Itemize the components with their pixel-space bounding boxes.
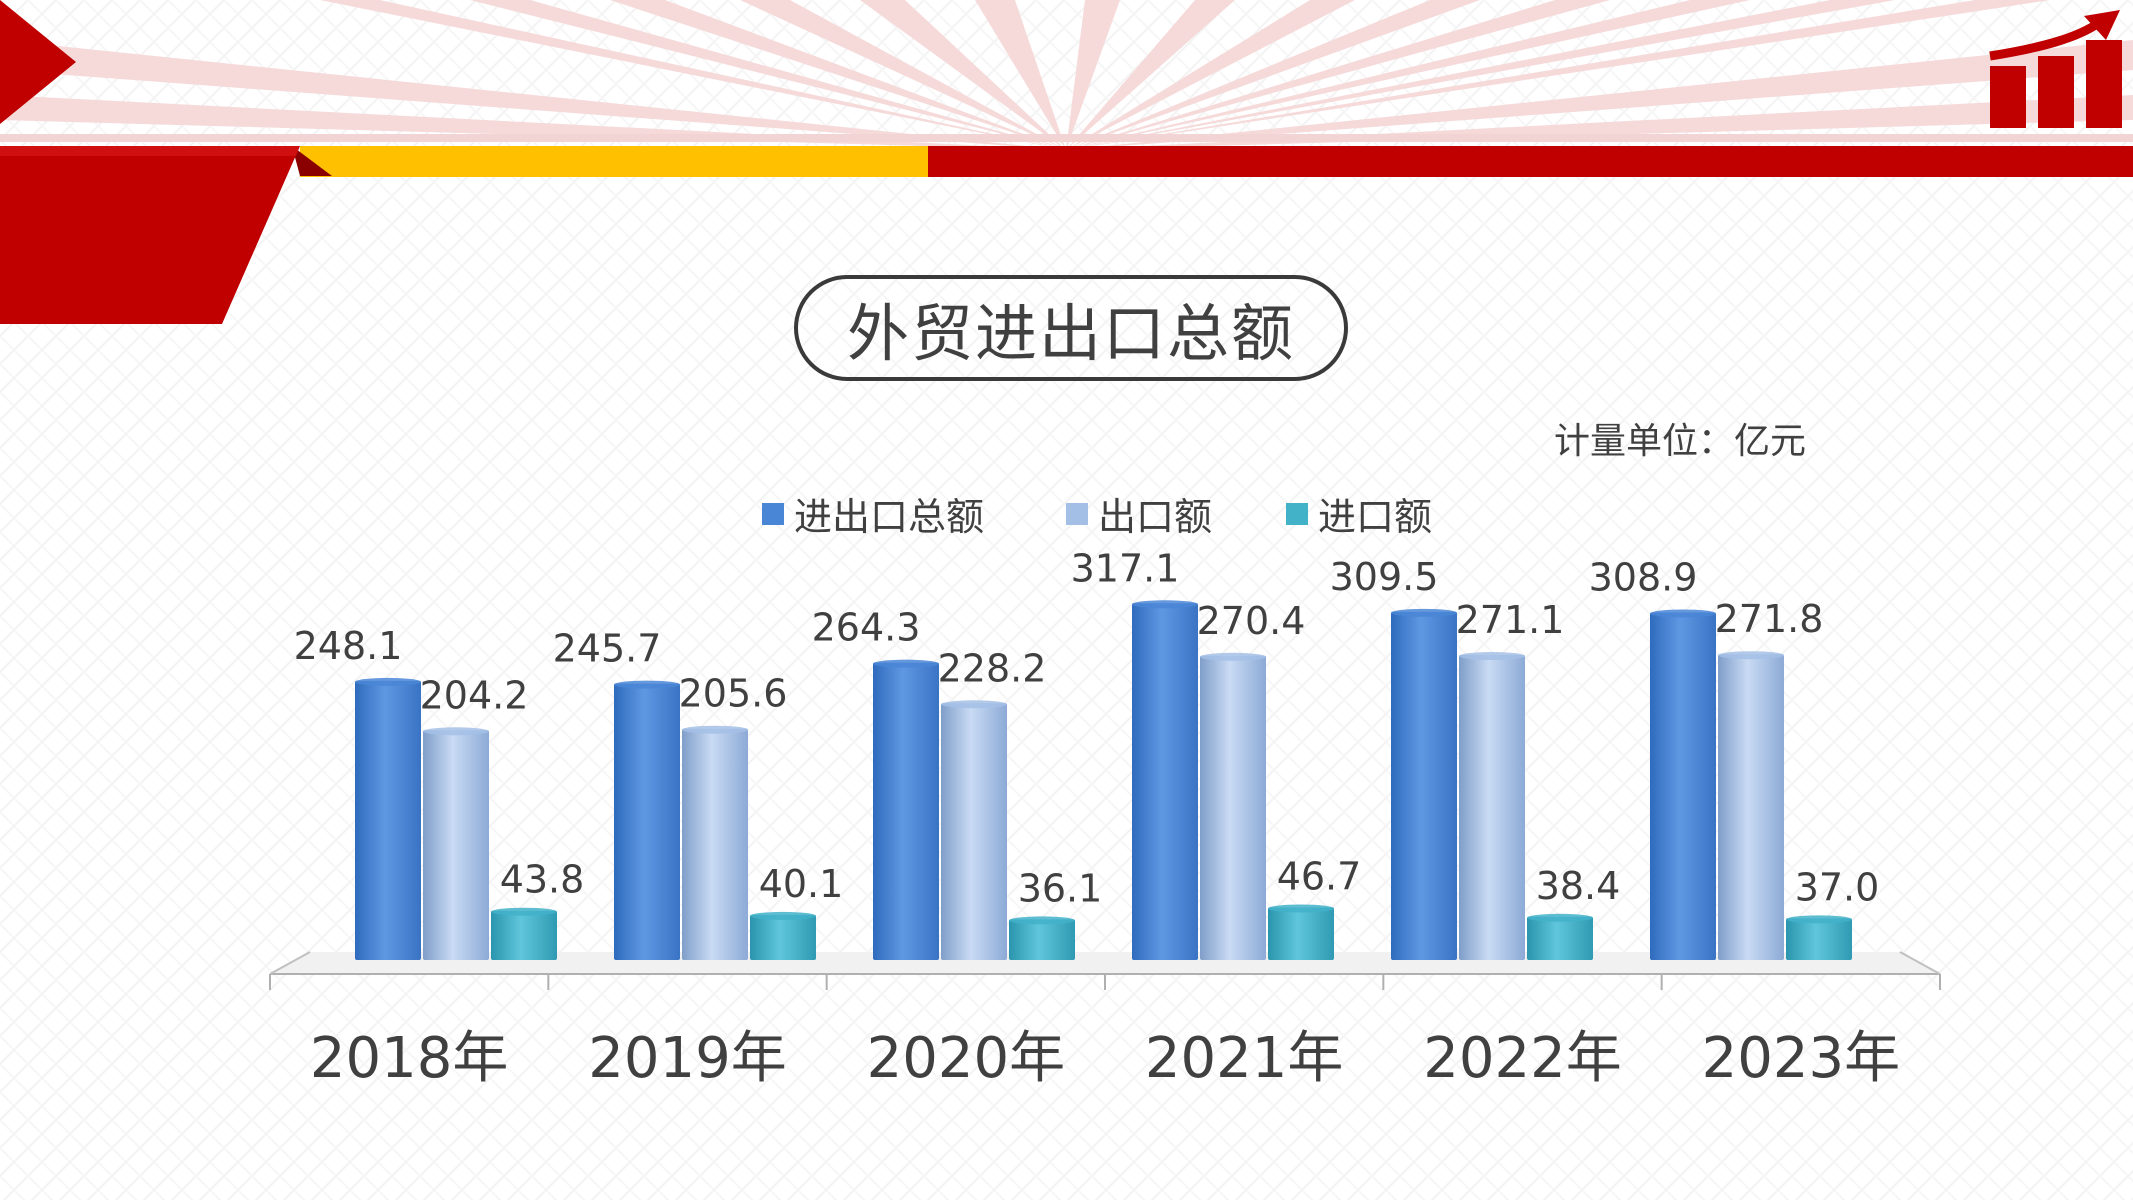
chart-legend: 进出口总额 出口额 进口额	[0, 486, 2133, 539]
data-label-total-2021年: 317.1	[1071, 546, 1180, 590]
legend-item-export: 出口额	[1066, 486, 1212, 541]
bar-import-2018年	[491, 910, 557, 960]
data-label-import-2018年: 43.8	[500, 858, 585, 902]
legend-swatch-total	[762, 502, 784, 525]
data-label-export-2023年: 271.8	[1715, 597, 1824, 641]
bar-total-2018年	[355, 680, 421, 960]
chart-title: 外贸进出口总额	[794, 275, 1348, 381]
growth-chart-icon	[1989, 10, 2122, 128]
data-label-total-2020年: 264.3	[812, 606, 921, 650]
banner-ribbon	[0, 146, 300, 324]
data-label-total-2022年: 309.5	[1330, 555, 1439, 599]
data-label-import-2022年: 38.4	[1536, 864, 1621, 908]
bar-import-2022年	[1527, 916, 1593, 960]
data-label-total-2023年: 308.9	[1589, 555, 1698, 599]
red-stripe	[928, 146, 2133, 177]
data-label-total-2019年: 245.7	[553, 627, 662, 671]
unit-label: 计量单位：亿元	[1554, 421, 1807, 462]
bar-total-2019年	[614, 683, 680, 960]
data-label-export-2022年: 271.1	[1456, 598, 1565, 642]
data-label-import-2023年: 37.0	[1795, 865, 1880, 909]
data-label-export-2020年: 228.2	[938, 646, 1047, 690]
bar-export-2023年	[1718, 654, 1784, 960]
legend-item-total: 进出口总额	[762, 486, 984, 541]
bar-total-2021年	[1132, 603, 1198, 960]
bar-import-2020年	[1009, 919, 1075, 960]
bar-total-2023年	[1650, 612, 1716, 960]
x-tick-label-2018年: 2018年	[310, 1026, 509, 1091]
bar-export-2020年	[941, 703, 1007, 960]
bar-import-2021年	[1268, 907, 1334, 960]
data-label-export-2018年: 204.2	[420, 673, 529, 717]
bar-export-2018年	[423, 730, 489, 960]
legend-label-total: 进出口总额	[794, 495, 985, 539]
corner-arrow	[0, 0, 76, 124]
bar-import-2019年	[750, 914, 816, 960]
legend-label-export: 出口额	[1098, 495, 1213, 539]
x-tick-label-2022年: 2022年	[1423, 1026, 1622, 1091]
data-label-import-2020年: 36.1	[1018, 866, 1103, 910]
bar-import-2023年	[1786, 918, 1852, 960]
bar-total-2020年	[873, 662, 939, 960]
bar-export-2021年	[1200, 655, 1266, 960]
banner-ribbon-shadow	[292, 146, 332, 176]
bar-export-2019年	[682, 728, 748, 960]
x-tick-label-2021年: 2021年	[1145, 1026, 1344, 1091]
x-tick-label-2023年: 2023年	[1702, 1026, 1901, 1091]
bar-export-2022年	[1459, 655, 1525, 960]
data-label-export-2021年: 270.4	[1197, 599, 1306, 643]
data-label-import-2021年: 46.7	[1277, 854, 1362, 898]
yellow-stripe	[300, 146, 928, 177]
legend-swatch-import	[1286, 502, 1308, 525]
legend-item-import: 进口额	[1286, 486, 1432, 541]
legend-swatch-export	[1066, 502, 1088, 525]
legend-label-import: 进口额	[1318, 495, 1433, 539]
data-label-import-2019年: 40.1	[759, 862, 844, 906]
data-label-total-2018年: 248.1	[294, 624, 403, 668]
bar-total-2022年	[1391, 611, 1457, 960]
x-tick-label-2020年: 2020年	[867, 1026, 1066, 1091]
x-tick-label-2019年: 2019年	[588, 1026, 787, 1091]
data-label-export-2019年: 205.6	[679, 672, 788, 716]
sunburst-rays	[0, 0, 2133, 150]
